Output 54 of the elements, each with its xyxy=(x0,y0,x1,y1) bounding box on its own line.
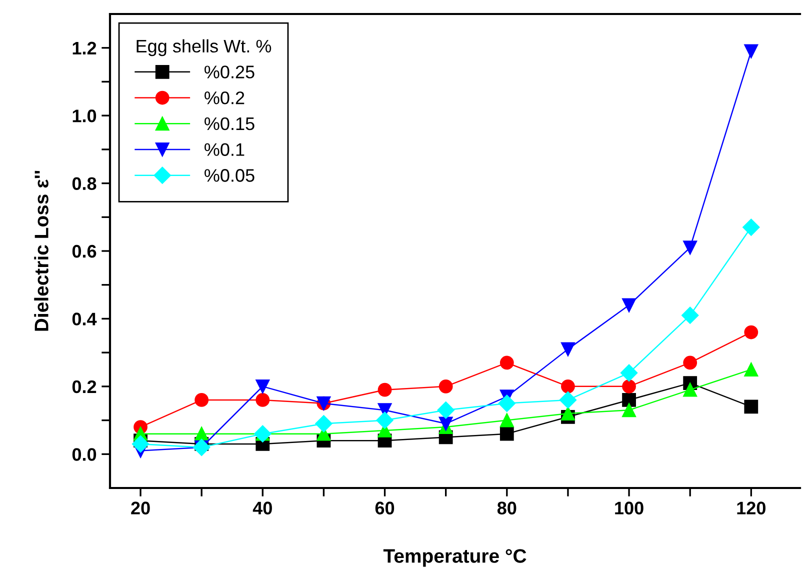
y-tick-label: 0.0 xyxy=(72,448,96,461)
point xyxy=(622,403,636,418)
point xyxy=(744,400,758,414)
legend-title: Egg shells Wt. % xyxy=(136,39,272,56)
point xyxy=(744,325,758,340)
y-tick-label: 0.2 xyxy=(72,380,96,394)
point xyxy=(622,298,636,312)
point xyxy=(194,393,209,407)
point xyxy=(561,379,575,394)
y-tick-label: 0.6 xyxy=(72,244,96,258)
y-tick-label: 1.2 xyxy=(72,42,96,54)
point xyxy=(742,218,760,236)
point xyxy=(256,393,270,407)
point xyxy=(744,362,758,376)
point xyxy=(622,393,636,407)
legend-label: %0.05 xyxy=(204,169,254,182)
point xyxy=(437,402,454,419)
y-tick-label: 0.4 xyxy=(72,312,97,326)
legend-label: %0.25 xyxy=(204,66,254,78)
point xyxy=(683,356,698,370)
point xyxy=(500,413,514,428)
point xyxy=(438,416,453,431)
point xyxy=(256,379,270,394)
x-tick-label: 60 xyxy=(375,502,394,514)
point xyxy=(132,435,150,453)
point xyxy=(194,426,209,441)
point xyxy=(315,415,332,432)
point xyxy=(622,379,636,394)
point xyxy=(500,426,514,441)
point xyxy=(559,391,577,409)
point xyxy=(376,412,394,429)
y-tick-label: 0.8 xyxy=(72,177,96,190)
point xyxy=(561,406,575,420)
y-axis-title: Dielectric Loss ε'' xyxy=(34,170,48,331)
y-tick-label: 1.0 xyxy=(72,110,96,122)
x-tick-label: 80 xyxy=(497,502,516,514)
point xyxy=(498,394,516,412)
point xyxy=(683,240,698,255)
point xyxy=(561,342,575,356)
legend-label: %0.2 xyxy=(204,91,244,104)
point xyxy=(683,382,698,397)
x-tick-label: 120 xyxy=(737,502,766,514)
x-tick-label: 40 xyxy=(252,502,272,514)
point xyxy=(500,356,514,370)
x-tick-label: 100 xyxy=(615,502,644,514)
x-axis-title: Temperature °C xyxy=(383,549,526,567)
point xyxy=(378,382,392,397)
point xyxy=(438,379,453,394)
legend-label: %0.15 xyxy=(204,117,254,130)
legend-label: %0.1 xyxy=(204,143,244,156)
point xyxy=(744,44,758,58)
point xyxy=(682,306,699,324)
x-tick-label: 20 xyxy=(131,502,150,514)
point xyxy=(620,364,638,382)
